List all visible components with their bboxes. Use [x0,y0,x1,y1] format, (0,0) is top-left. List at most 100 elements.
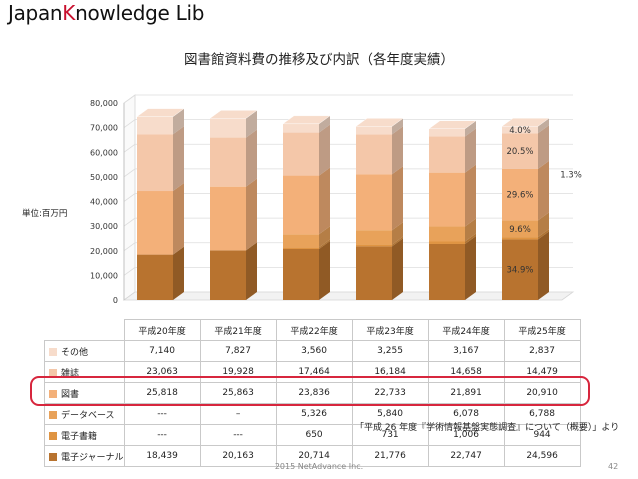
bar-segment [356,174,392,231]
category-header: 平成22年度 [275,319,353,341]
legend-swatch [49,452,57,461]
gridline-side [123,94,136,104]
database-row-highlight [30,376,590,406]
gridline-side [123,217,136,227]
y-tick-label: 40,000 [90,198,118,207]
data-label: 9.6% [509,225,531,235]
bar-segment-side [465,128,476,173]
bar-segment-side [538,212,549,238]
y-tick-label: 0 [113,296,118,305]
table-cell: 7,140 [123,340,201,362]
table-cell: 24,596 [503,445,581,467]
bar-segment-side [465,233,476,244]
bar-segment [356,246,392,300]
bar-segment-side [465,120,476,137]
bar-segment-side [538,231,549,300]
bar-segment-side [319,124,330,176]
bar-segment-side [319,226,330,248]
bar-segment-side [173,108,184,135]
bar-segment [137,191,173,255]
bar-segment [210,137,246,187]
row-label-text: データベース [61,410,115,421]
category-header: 平成23年度 [351,319,429,341]
bar-segment-side [538,160,549,221]
bar-segment [502,133,538,169]
bar-segment [429,226,465,242]
legend-swatch [49,389,57,398]
bar-segment [429,136,465,173]
y-tick-label: 70,000 [90,124,118,133]
table-row: データベース --- –5,326 5,840 6,078 6,788 [44,403,581,425]
bar-segment-side [538,118,549,134]
y-tick-label: 80,000 [90,99,118,108]
bar-segment [283,247,319,249]
table-cell: --- [199,424,277,446]
category-header: 平成24年度 [427,319,505,341]
bar-segment-side [246,129,257,187]
data-table: 平成20年度 平成21年度 平成22年度 平成23年度 平成24年度 平成25年度その他 7… [44,319,581,467]
table-cell: – [199,403,277,425]
y-tick-label: 20,000 [90,247,118,256]
table-cell: 3,560 [275,340,353,362]
row-label-text: その他 [61,347,89,358]
y-tick-label: 10,000 [90,271,118,280]
bar-segment-side [465,218,476,242]
bar-segment-side [319,239,330,249]
bar-segment-side [392,236,403,247]
bar-segment [429,128,465,137]
bar-segment-side [319,115,330,133]
y-tick-label: 60,000 [90,148,118,157]
legend-swatch [49,347,57,356]
bar-segment [429,241,465,244]
gridline-side [123,193,136,202]
data-label: 34.9% [506,266,533,276]
bar-segment [502,220,538,238]
row-label: 電子書籍 [44,424,125,446]
row-label: データベース [44,403,125,425]
table-cell: 3,167 [427,340,505,362]
data-label: 20.5% [506,147,533,157]
table-cell: --- [123,403,201,425]
table-cell: 5,326 [275,403,353,425]
row-label: 図書 [44,382,125,404]
bar-segment [210,186,246,251]
row-label-text: 電子書籍 [61,431,98,442]
bar-segment-top [282,115,331,125]
data-label: 4.0% [509,126,531,136]
category-header: 平成21年度 [199,319,277,341]
bar-segment-side [392,238,403,300]
data-label: 1.3% [560,170,582,180]
table-cell: 22,747 [427,445,505,467]
table-cell: 650 [275,424,353,446]
table-cell: 2,837 [503,340,581,362]
table-cell: 20,714 [275,445,353,467]
table-header-row: 平成20年度 平成21年度 平成22年度 平成23年度 平成24年度 平成25年度 [45,319,581,341]
bar-segment [283,234,319,248]
bar-segment-side [319,240,330,300]
row-label-text: 電子ジャーナル [61,452,124,463]
bar-segment [429,172,465,227]
bar-segment-side [246,178,257,251]
row-label: その他 [44,340,125,362]
bar-segment [502,237,538,240]
bar-segment-side [538,125,549,169]
bar-segment-side [246,242,257,300]
category-header: 平成20年度 [123,319,201,341]
bar-segment-top [136,108,185,117]
bar-segment [356,134,392,175]
bar-segment-side [319,167,330,235]
bar-segment-side [392,166,403,231]
bar-segment [356,126,392,135]
bar-segment [283,248,319,300]
bar-segment-side [392,126,403,175]
bar-segment-side [465,164,476,227]
legend-swatch [49,431,57,440]
bar-segment-side [173,126,184,192]
bar-segment-top [209,110,258,119]
page-title: 図書館資料費の推移及び内訳（各年度実績） [184,52,454,68]
bar-segment [283,132,319,176]
bar-segment-top [428,120,477,129]
y-tick-label: 50,000 [90,173,118,182]
bar-segment-side [465,235,476,300]
